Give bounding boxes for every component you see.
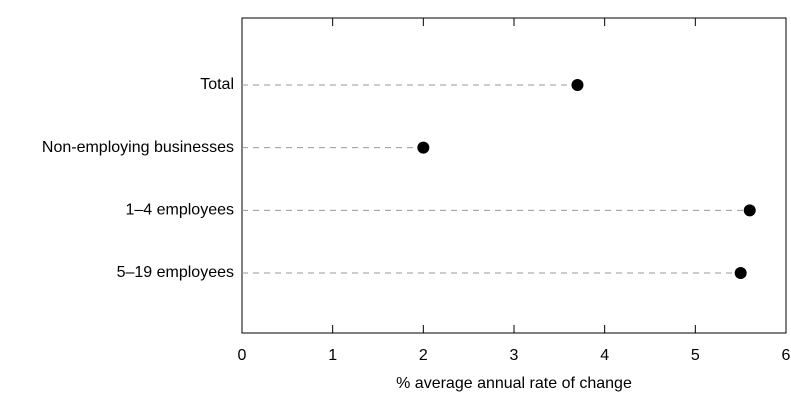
dot	[571, 79, 584, 91]
dot	[417, 141, 430, 154]
x-tick-label: 1	[328, 347, 337, 364]
x-tick-label: 6	[782, 347, 791, 364]
y-tick-label: Total	[200, 76, 234, 93]
y-tick-label: 5–19 employees	[117, 264, 234, 281]
x-tick-label: 4	[600, 347, 609, 364]
plot-frame	[241, 17, 787, 334]
dot	[743, 204, 756, 217]
x-tick-label: 5	[691, 347, 700, 364]
dot	[734, 267, 747, 279]
y-tick-label: 1–4 employees	[125, 202, 234, 219]
y-tick-label: Non-employing businesses	[42, 139, 234, 156]
x-tick-label: 0	[238, 347, 247, 364]
x-tick-label: 2	[419, 347, 428, 364]
x-axis-label: % average annual rate of change	[396, 375, 632, 392]
x-tick-label: 3	[510, 347, 519, 364]
